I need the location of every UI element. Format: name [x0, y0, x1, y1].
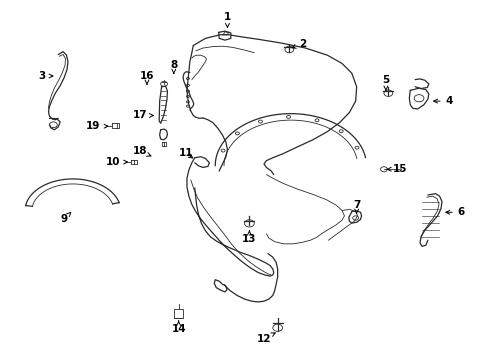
Text: 8: 8: [170, 60, 177, 73]
Text: 13: 13: [242, 231, 256, 244]
Text: 15: 15: [386, 164, 407, 174]
Text: 6: 6: [445, 207, 464, 217]
Text: 18: 18: [132, 146, 150, 156]
Text: 17: 17: [132, 111, 153, 121]
Text: 10: 10: [105, 157, 127, 167]
Text: 11: 11: [179, 148, 193, 158]
Text: 16: 16: [140, 71, 154, 84]
Text: 1: 1: [224, 12, 231, 28]
Text: 9: 9: [61, 212, 71, 224]
Text: 4: 4: [433, 96, 452, 106]
Text: 12: 12: [256, 333, 275, 343]
Text: 3: 3: [39, 71, 53, 81]
Text: 14: 14: [171, 321, 185, 334]
Text: 19: 19: [86, 121, 108, 131]
Text: 7: 7: [352, 200, 360, 213]
Text: 2: 2: [291, 39, 306, 49]
Text: 5: 5: [382, 75, 389, 90]
